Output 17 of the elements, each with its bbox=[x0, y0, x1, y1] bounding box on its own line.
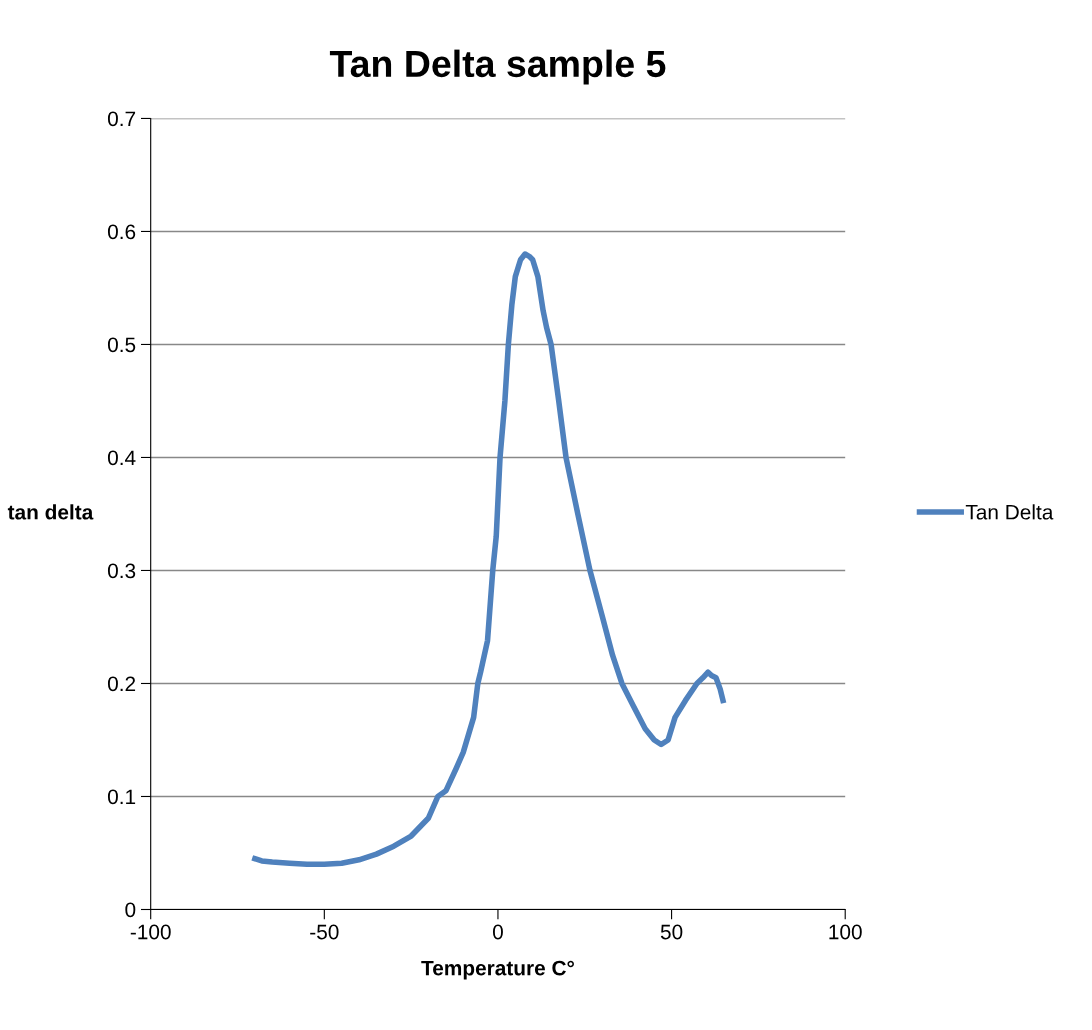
legend-label: Tan Delta bbox=[965, 504, 1054, 520]
y-tick-label: 0.7 bbox=[107, 111, 136, 127]
y-tick-label: 0.5 bbox=[107, 337, 136, 353]
y-tick-label: 0.3 bbox=[107, 563, 136, 579]
chart-title: Tan Delta sample 5 bbox=[329, 49, 666, 85]
y-axis-title: tan delta bbox=[7, 504, 94, 520]
x-tick-label: 0 bbox=[492, 924, 503, 940]
x-tick-label: 50 bbox=[660, 924, 683, 940]
y-tick-label: 0.6 bbox=[107, 224, 136, 240]
y-tick-label: 0 bbox=[125, 902, 136, 918]
x-axis-title: Temperature C° bbox=[421, 960, 574, 980]
y-tick-label: 0.1 bbox=[107, 789, 136, 805]
x-tick-label: 100 bbox=[829, 924, 862, 940]
y-tick-label: 0.2 bbox=[107, 676, 136, 692]
x-tick-label: -50 bbox=[310, 924, 339, 940]
y-tick-label: 0.4 bbox=[107, 450, 136, 466]
x-tick-label: -100 bbox=[130, 924, 171, 940]
